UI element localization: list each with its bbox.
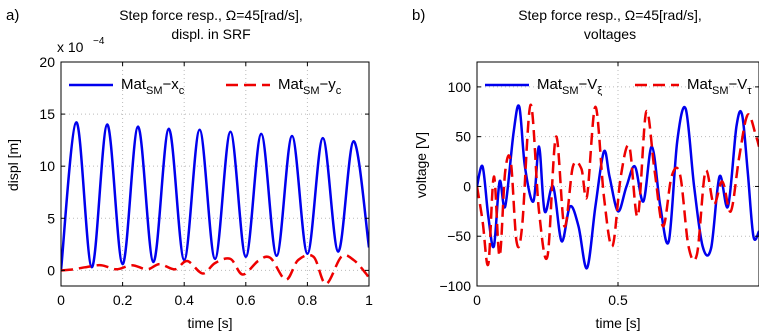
y-tick-label: 100 (448, 79, 472, 95)
chart-a-title-line2: displ. in SRF (171, 26, 250, 42)
chart-a: a) Step force resp., Ω=45[rad/s], displ.… (5, 7, 373, 331)
chart-a-exponent-base: x 10 (57, 39, 84, 55)
y-tick-label: 5 (47, 210, 55, 226)
chart-a-grid (60, 61, 370, 286)
legend-label: MatSM−Vξ (537, 76, 602, 97)
legend-label: MatSM−Vτ (687, 76, 752, 97)
chart-b-title-line1: Step force resp., Ω=45[rad/s], (518, 7, 702, 23)
x-tick-label: 1 (365, 292, 373, 308)
panel-b-label: b) (412, 7, 425, 24)
legend-label: MatSM−xc (121, 76, 185, 97)
chart-a-plot-frame (60, 61, 370, 287)
chart-a-exponent: x 10 −4 (57, 36, 105, 55)
chart-a-xlabel: time [s] (187, 315, 232, 331)
x-tick-label: 0.8 (298, 292, 318, 308)
chart-b: b) Step force resp., Ω=45[rad/s], voltag… (412, 7, 759, 331)
x-tick-label: 0.6 (236, 292, 256, 308)
chart-a-exponent-power: −4 (93, 36, 105, 47)
series-line-solid (477, 104, 759, 270)
chart-b-xlabel: time [s] (595, 315, 640, 331)
chart-a-ylabel: displ [m] (5, 139, 21, 191)
y-tick-label: 0 (47, 262, 55, 278)
y-tick-label: −100 (439, 278, 471, 294)
y-tick-label: 0 (463, 178, 471, 194)
chart-b-series (477, 103, 759, 270)
x-tick-label: 0.4 (174, 292, 194, 308)
chart-b-title-line2: voltages (584, 26, 636, 42)
x-tick-label: 0 (57, 292, 65, 308)
y-tick-label: −50 (447, 228, 471, 244)
series-line-dashed (477, 103, 759, 267)
chart-b-ticks: 0 0.5 −100 −50 0 50 100 (439, 62, 759, 308)
chart-a-title-line1: Step force resp., Ω=45[rad/s], (119, 7, 303, 23)
y-tick-label: 20 (39, 54, 55, 70)
panel-a-label: a) (6, 7, 19, 24)
chart-b-ylabel: voltage [V] (413, 132, 429, 198)
legend-label: MatSM−yc (278, 76, 342, 97)
series-line-dashed (61, 253, 369, 286)
y-tick-label: 50 (455, 129, 471, 145)
x-tick-label: 0.2 (113, 292, 133, 308)
x-tick-label: 0 (473, 292, 481, 308)
series-line-solid (61, 121, 369, 271)
y-tick-label: 15 (39, 106, 55, 122)
chart-b-legend: MatSM−Vξ MatSM−Vτ (485, 76, 752, 97)
x-tick-label: 0.5 (608, 292, 628, 308)
chart-a-legend: MatSM−xc MatSM−yc (69, 76, 342, 97)
chart-a-series (61, 121, 369, 286)
y-tick-label: 10 (39, 158, 55, 174)
